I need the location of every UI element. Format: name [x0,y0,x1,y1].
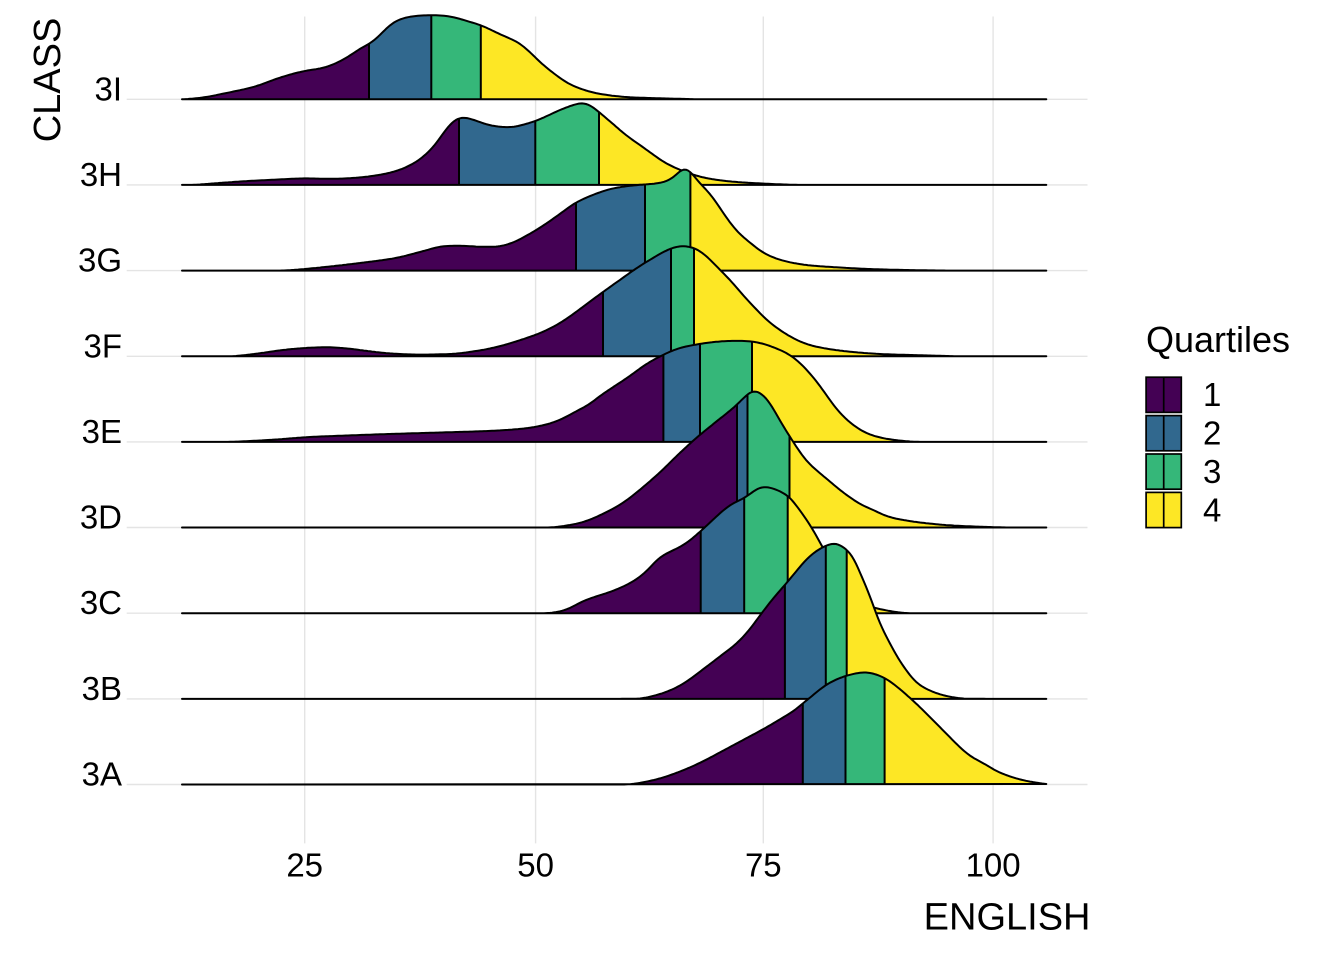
svg-text:3: 3 [1203,453,1221,490]
svg-text:25: 25 [286,847,323,884]
svg-text:3D: 3D [80,499,122,536]
svg-text:ENGLISH: ENGLISH [924,897,1091,939]
svg-text:100: 100 [966,847,1021,884]
svg-text:2: 2 [1203,415,1221,452]
svg-text:3B: 3B [82,670,122,707]
svg-text:4: 4 [1203,491,1221,528]
svg-text:75: 75 [745,847,782,884]
svg-text:1: 1 [1203,376,1221,413]
svg-text:3C: 3C [80,584,122,621]
svg-text:3F: 3F [83,327,122,364]
svg-text:3H: 3H [80,156,122,193]
svg-text:3A: 3A [82,756,122,793]
svg-text:3I: 3I [94,70,122,107]
svg-text:CLASS: CLASS [27,18,69,143]
svg-text:50: 50 [517,847,554,884]
svg-text:3G: 3G [78,242,122,279]
svg-text:Quartiles: Quartiles [1146,319,1290,360]
svg-text:3E: 3E [82,413,122,450]
